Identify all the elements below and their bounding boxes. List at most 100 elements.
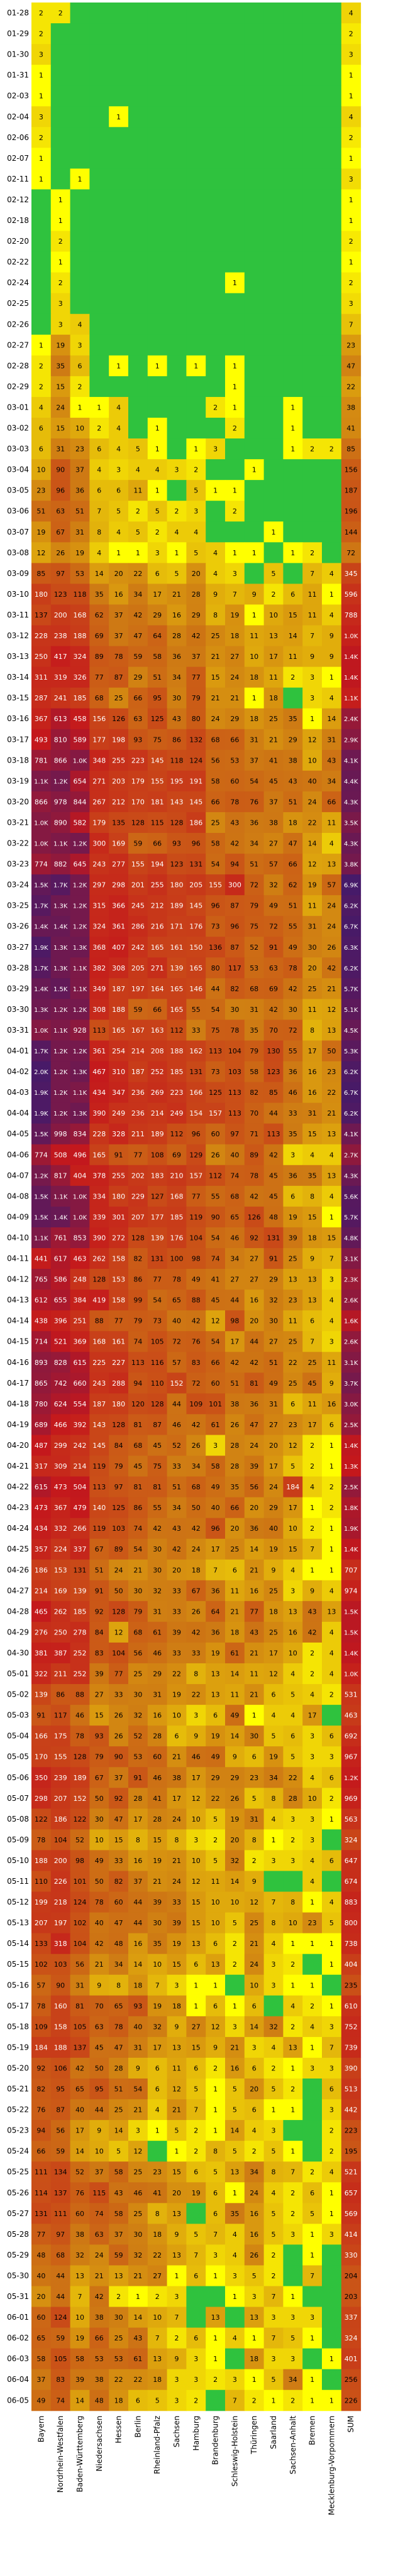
cell-value-label: 42	[269, 1006, 278, 1014]
row-label: 04-07	[7, 1171, 29, 1180]
cell-value-label: 8	[290, 1898, 295, 1906]
cell-value-label: 617	[54, 1255, 67, 1263]
cell-value-label: 116	[151, 1359, 164, 1367]
cell-value-label: 78	[114, 2023, 123, 2031]
cell-value-label: 70	[250, 1109, 258, 1117]
cell-value-label: 23	[289, 1421, 297, 1429]
cell-value-label: 311	[35, 673, 48, 682]
cell-value-label: 8	[116, 1981, 121, 1989]
cell-value-label: 5.1K	[344, 1007, 358, 1014]
cell-value-label: 22	[133, 2376, 142, 2384]
cell-value-label: 65	[230, 1213, 239, 1221]
cell-value-label: 21	[250, 1940, 258, 1948]
cell-value-label: 166	[189, 1089, 202, 1097]
cell-value-label: 1	[252, 1712, 257, 1720]
cell-value-label: 87	[114, 673, 123, 682]
cell-value-label: 227	[112, 1359, 125, 1367]
heatmap-cell	[50, 251, 71, 273]
heatmap-cell	[31, 65, 52, 86]
cell-value-label: 765	[35, 1276, 48, 1284]
cell-value-label: 31	[250, 736, 258, 744]
cell-value-label: 3	[78, 341, 82, 349]
cell-value-label: 72	[289, 1026, 297, 1035]
heatmap-cell	[225, 604, 245, 626]
cell-value-label: 21	[230, 1607, 239, 1616]
cell-value-label: 19	[36, 528, 45, 536]
heatmap-cell	[263, 480, 284, 501]
heatmap-cell	[225, 438, 245, 460]
cell-value-label: 31	[153, 1607, 162, 1616]
cell-value-label: 21	[172, 2106, 181, 2114]
heatmap-cell	[341, 272, 362, 294]
cell-value-label: 299	[54, 1442, 67, 1450]
cell-value-label: 55	[289, 923, 297, 931]
heatmap-cell	[167, 355, 187, 377]
column-label: Thüringen	[250, 2416, 258, 2455]
cell-value-label: 18	[230, 632, 239, 640]
heatmap-cell	[283, 480, 303, 501]
row-label: 04-08	[7, 1192, 29, 1200]
heatmap-cell	[225, 542, 245, 563]
heatmap-cell	[302, 646, 323, 668]
cell-value-label: 4	[272, 1712, 276, 1720]
cell-value-label: 15	[289, 611, 297, 619]
heatmap-cell	[147, 646, 168, 668]
row-label: 03-13	[7, 652, 29, 661]
cell-value-label: 170	[131, 798, 145, 806]
heatmap-cell	[89, 148, 109, 169]
cell-value-label: 5	[194, 2085, 198, 2094]
cell-value-label: 4	[329, 1317, 334, 1325]
cell-value-label: 707	[345, 1566, 358, 1574]
cell-value-label: 21	[230, 694, 239, 702]
cell-value-label: 198	[112, 736, 125, 744]
heatmap-cell	[147, 355, 168, 377]
cell-value-label: 35	[230, 2210, 239, 2218]
row-label: 03-16	[7, 714, 29, 723]
cell-value-label: 29	[133, 673, 142, 682]
cell-value-label: 15	[327, 1234, 336, 1242]
cell-value-label: 1.1K	[34, 1235, 48, 1242]
cell-value-label: 2	[329, 445, 334, 454]
cell-value-label: 39	[95, 1670, 104, 1678]
cell-value-label: 44	[133, 1898, 142, 1906]
heatmap-cell	[186, 625, 206, 647]
cell-value-label: 44	[230, 1296, 239, 1305]
heatmap-cell	[89, 666, 109, 688]
cell-value-label: 42	[192, 1317, 201, 1325]
heatmap-cell	[244, 272, 265, 294]
cell-value-label: 465	[35, 1607, 48, 1616]
cell-value-label: 158	[112, 1296, 125, 1305]
cell-value-label: 112	[170, 1130, 184, 1138]
cell-value-label: 78	[250, 1171, 258, 1180]
row-label: 05-29	[7, 2251, 29, 2259]
row-label: 04-21	[7, 1462, 29, 1470]
cell-value-label: 34	[289, 2376, 297, 2384]
heatmap-cell	[206, 189, 226, 210]
cell-value-label: 1	[58, 217, 63, 225]
row-label: 04-13	[7, 1296, 29, 1305]
heatmap-cell	[89, 313, 109, 335]
cell-value-label: 117	[228, 964, 241, 972]
cell-value-label: 45	[133, 1462, 142, 1470]
cell-value-label: 30	[230, 1006, 239, 1014]
cell-value-label: 8	[175, 1836, 179, 1844]
cell-value-label: 297	[92, 881, 106, 889]
cell-value-label: 25	[289, 1379, 297, 1388]
cell-value-label: 30	[308, 943, 317, 952]
cell-value-label: 7	[290, 2168, 295, 2177]
heatmap-cell	[31, 313, 52, 335]
cell-value-label: 20	[36, 2293, 45, 2301]
cell-value-label: 5	[213, 1857, 218, 1865]
heatmap-cell	[31, 231, 52, 253]
cell-value-label: 2	[213, 403, 218, 411]
heatmap-cell	[322, 1829, 342, 1850]
cell-value-label: 3	[175, 466, 179, 474]
heatmap-cell	[31, 44, 52, 65]
cell-value-label: 96	[192, 840, 201, 848]
cell-value-label: 1.5K	[53, 986, 68, 993]
heatmap-cell	[244, 355, 265, 377]
cell-value-label: 104	[189, 1234, 202, 1242]
heatmap-cell	[186, 418, 206, 439]
cell-value-label: 2	[58, 237, 63, 246]
cell-value-label: 467	[92, 1068, 106, 1076]
